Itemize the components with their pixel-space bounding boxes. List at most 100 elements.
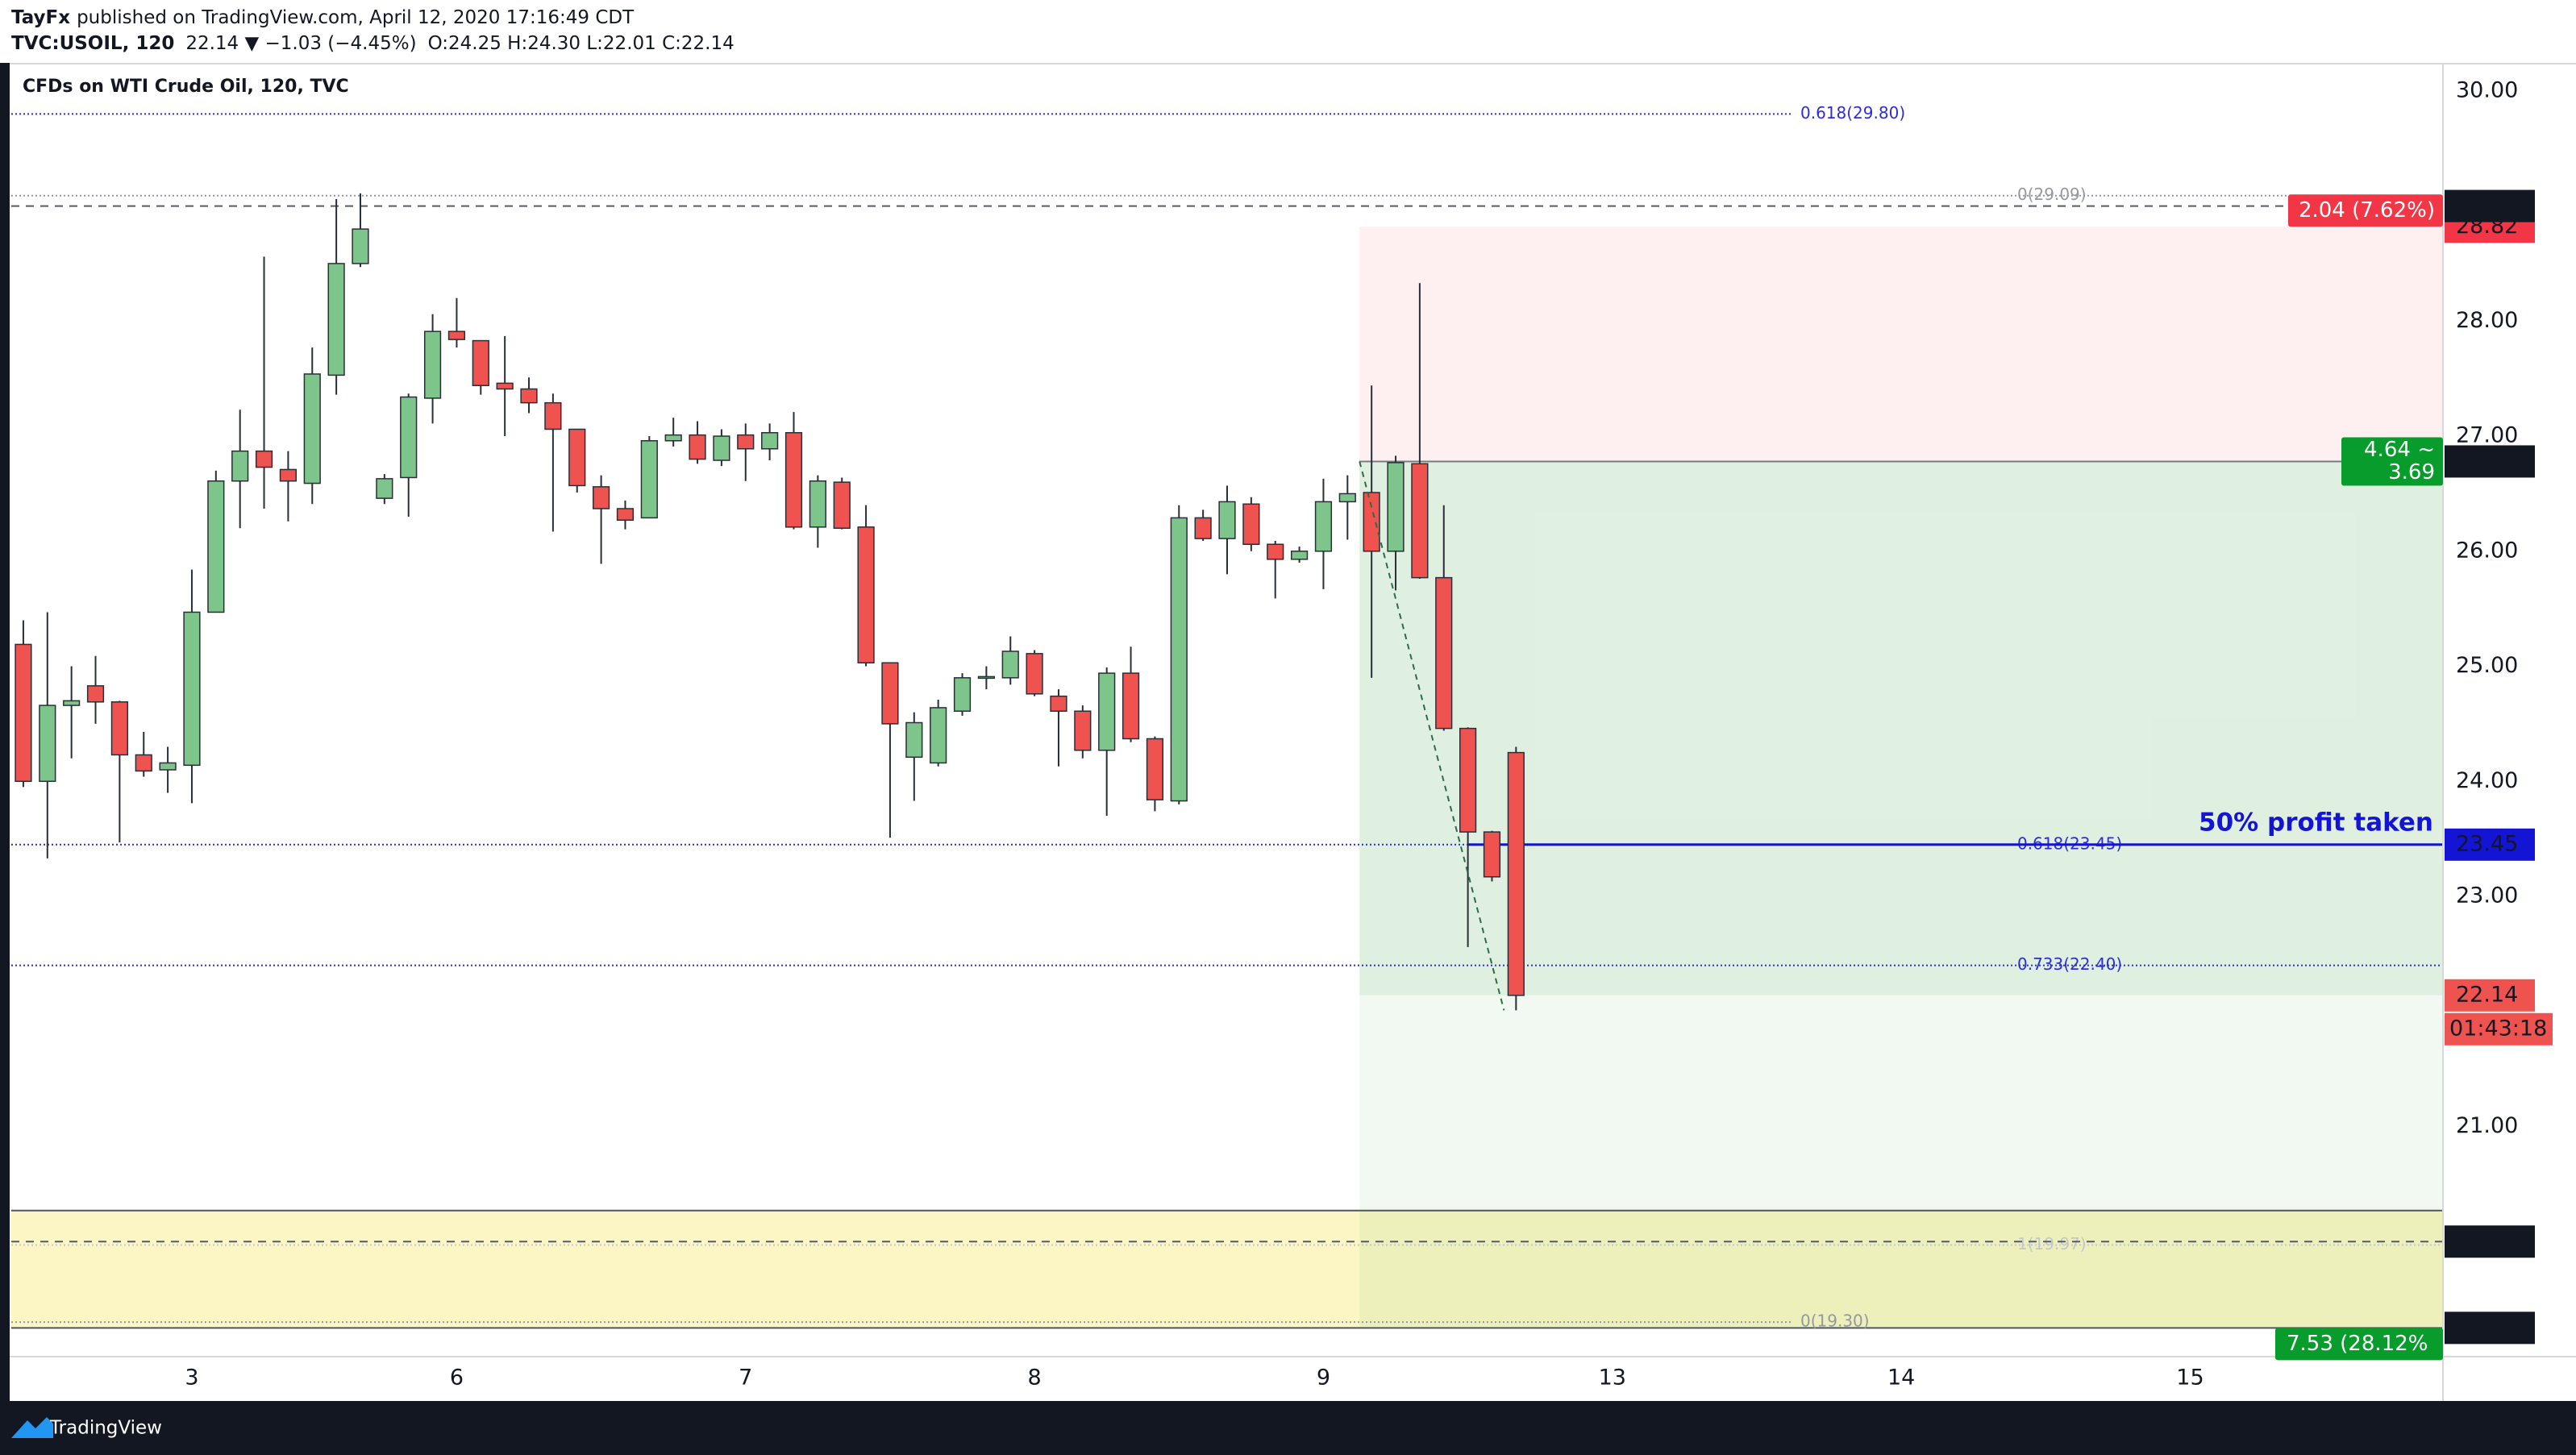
brand-logo [11, 1417, 53, 1438]
fib-label: 0(19.30) [1800, 1312, 1870, 1331]
candle-body [1074, 710, 1092, 751]
stop-label: 2.04 (7.62%) [2299, 198, 2435, 222]
candle-body [1026, 653, 1043, 695]
entry-price: 26.78 [2456, 448, 2518, 473]
y-tick-label: 30.00 [2456, 77, 2518, 102]
candle-body [568, 428, 586, 487]
x-tick-label: 13 [1599, 1366, 1626, 1391]
candle-body [135, 754, 152, 772]
chart-title: CFDs on WTI Crude Oil, 120, TVC [23, 77, 349, 97]
candle-body [1411, 463, 1429, 579]
candle-body [255, 450, 273, 468]
plot: 0(29.09)0.618(23.45)0.733(22.40)1(19.97)… [11, 103, 2443, 1331]
candle-body [592, 486, 610, 509]
candle-body [159, 762, 177, 771]
line-text: 50% profit taken [2199, 808, 2433, 837]
y-tick-label: 21.00 [2456, 1113, 2518, 1138]
hline-price: 29.00 [2456, 193, 2518, 218]
y-tick-label: 28.00 [2456, 308, 2518, 333]
candle-body [1507, 751, 1525, 996]
author: TayFx [11, 7, 70, 28]
candle-body [1267, 543, 1284, 560]
candle-body [881, 662, 899, 725]
countdown: 01:43:18 [2449, 1016, 2547, 1041]
candle-body [472, 339, 489, 387]
reward-zone [1359, 461, 2443, 1328]
hline-price: 20.00 [2456, 1228, 2518, 1253]
stop-label-box [2288, 194, 2443, 227]
candle-body [930, 707, 947, 764]
hline-price: 23.45 [2456, 831, 2518, 856]
open-label: 3.69 [2388, 460, 2435, 484]
x-tick-label: 15 [2176, 1366, 2204, 1391]
hline-price-box [2445, 828, 2535, 861]
target-price: 19.25 [2456, 1315, 2518, 1340]
fib-label: 0.618(29.80) [1800, 103, 1905, 123]
target-label: 7.53 (28.12% [2287, 1332, 2428, 1356]
header-line-2: TVC:USOIL, 120 22.14 ▼ −1.03 (−4.45%) O:24… [11, 33, 735, 54]
candle-body [86, 685, 105, 703]
candle-body [39, 705, 56, 783]
entry-price-box [2445, 445, 2535, 478]
header-line-1: TayFx published on TradingView.com, April… [11, 7, 635, 28]
candle-body [664, 434, 682, 442]
open-profit-zone [1359, 461, 2443, 996]
fib-label: 0(29.09) [2017, 185, 2087, 204]
candle-body [207, 480, 225, 613]
candle-body [15, 643, 32, 783]
candle-body [1338, 493, 1356, 503]
frame-left [0, 63, 10, 1401]
x-tick-label: 8 [1028, 1366, 1042, 1391]
hline-price-box [2445, 189, 2535, 222]
open-label-box [2341, 437, 2443, 486]
y-tick-label: 25.00 [2456, 653, 2518, 678]
candle-body [327, 263, 345, 376]
x-tick-label: 6 [450, 1366, 464, 1391]
ohlc: O:24.25 H:24.30 L:22.01 C:22.14 [428, 33, 735, 54]
x-tick-label: 3 [185, 1366, 198, 1391]
candle-body [1290, 551, 1309, 560]
candle-body [183, 611, 201, 767]
candle-body [376, 478, 393, 499]
candle-body [63, 700, 81, 706]
y-tick-label: 27.00 [2456, 423, 2518, 448]
x-tick-label: 9 [1317, 1366, 1330, 1391]
candle-body [905, 721, 923, 759]
hline-price-box [2445, 1225, 2535, 1258]
fib-label: 1(19.97) [2017, 1234, 2087, 1253]
candle-body [496, 382, 514, 390]
candle-body [737, 434, 755, 450]
candle-body [953, 677, 972, 712]
candle-body [761, 432, 779, 450]
candle-body [616, 508, 635, 522]
candle-body [833, 481, 851, 530]
candle-body [857, 526, 875, 664]
logo-shape [11, 1417, 53, 1438]
candle-body [447, 330, 466, 340]
candle-body [303, 373, 321, 484]
candle-body [1387, 462, 1405, 552]
fib-label: 0.733(22.40) [2017, 954, 2122, 974]
candle-body [809, 480, 826, 528]
y-tick-label: 23.00 [2456, 883, 2518, 908]
candle-body [1050, 695, 1067, 712]
risk-zone [1359, 227, 2443, 462]
candle-body [400, 396, 418, 479]
last-price: 22.14 [2456, 982, 2518, 1007]
candle-body [1170, 517, 1188, 802]
y-tick-label: 24.00 [2456, 768, 2518, 793]
candle-body [1483, 831, 1501, 878]
symbol: TVC:USOIL, 120 [11, 33, 174, 54]
candle-body [1194, 517, 1212, 539]
x-tick-label: 14 [1887, 1366, 1915, 1391]
target-price-box [2445, 1312, 2535, 1345]
candle-body [1363, 492, 1380, 552]
candle-body [1218, 501, 1236, 539]
candle-body [640, 440, 658, 519]
target-label-box [2275, 1328, 2443, 1361]
candle-body [423, 330, 442, 399]
candle-body [544, 401, 562, 430]
open-label: 4.64 ~ [2364, 438, 2435, 462]
change: 22.14 ▼ −1.03 (−4.45%) [185, 33, 416, 54]
candle-body [1122, 672, 1140, 740]
